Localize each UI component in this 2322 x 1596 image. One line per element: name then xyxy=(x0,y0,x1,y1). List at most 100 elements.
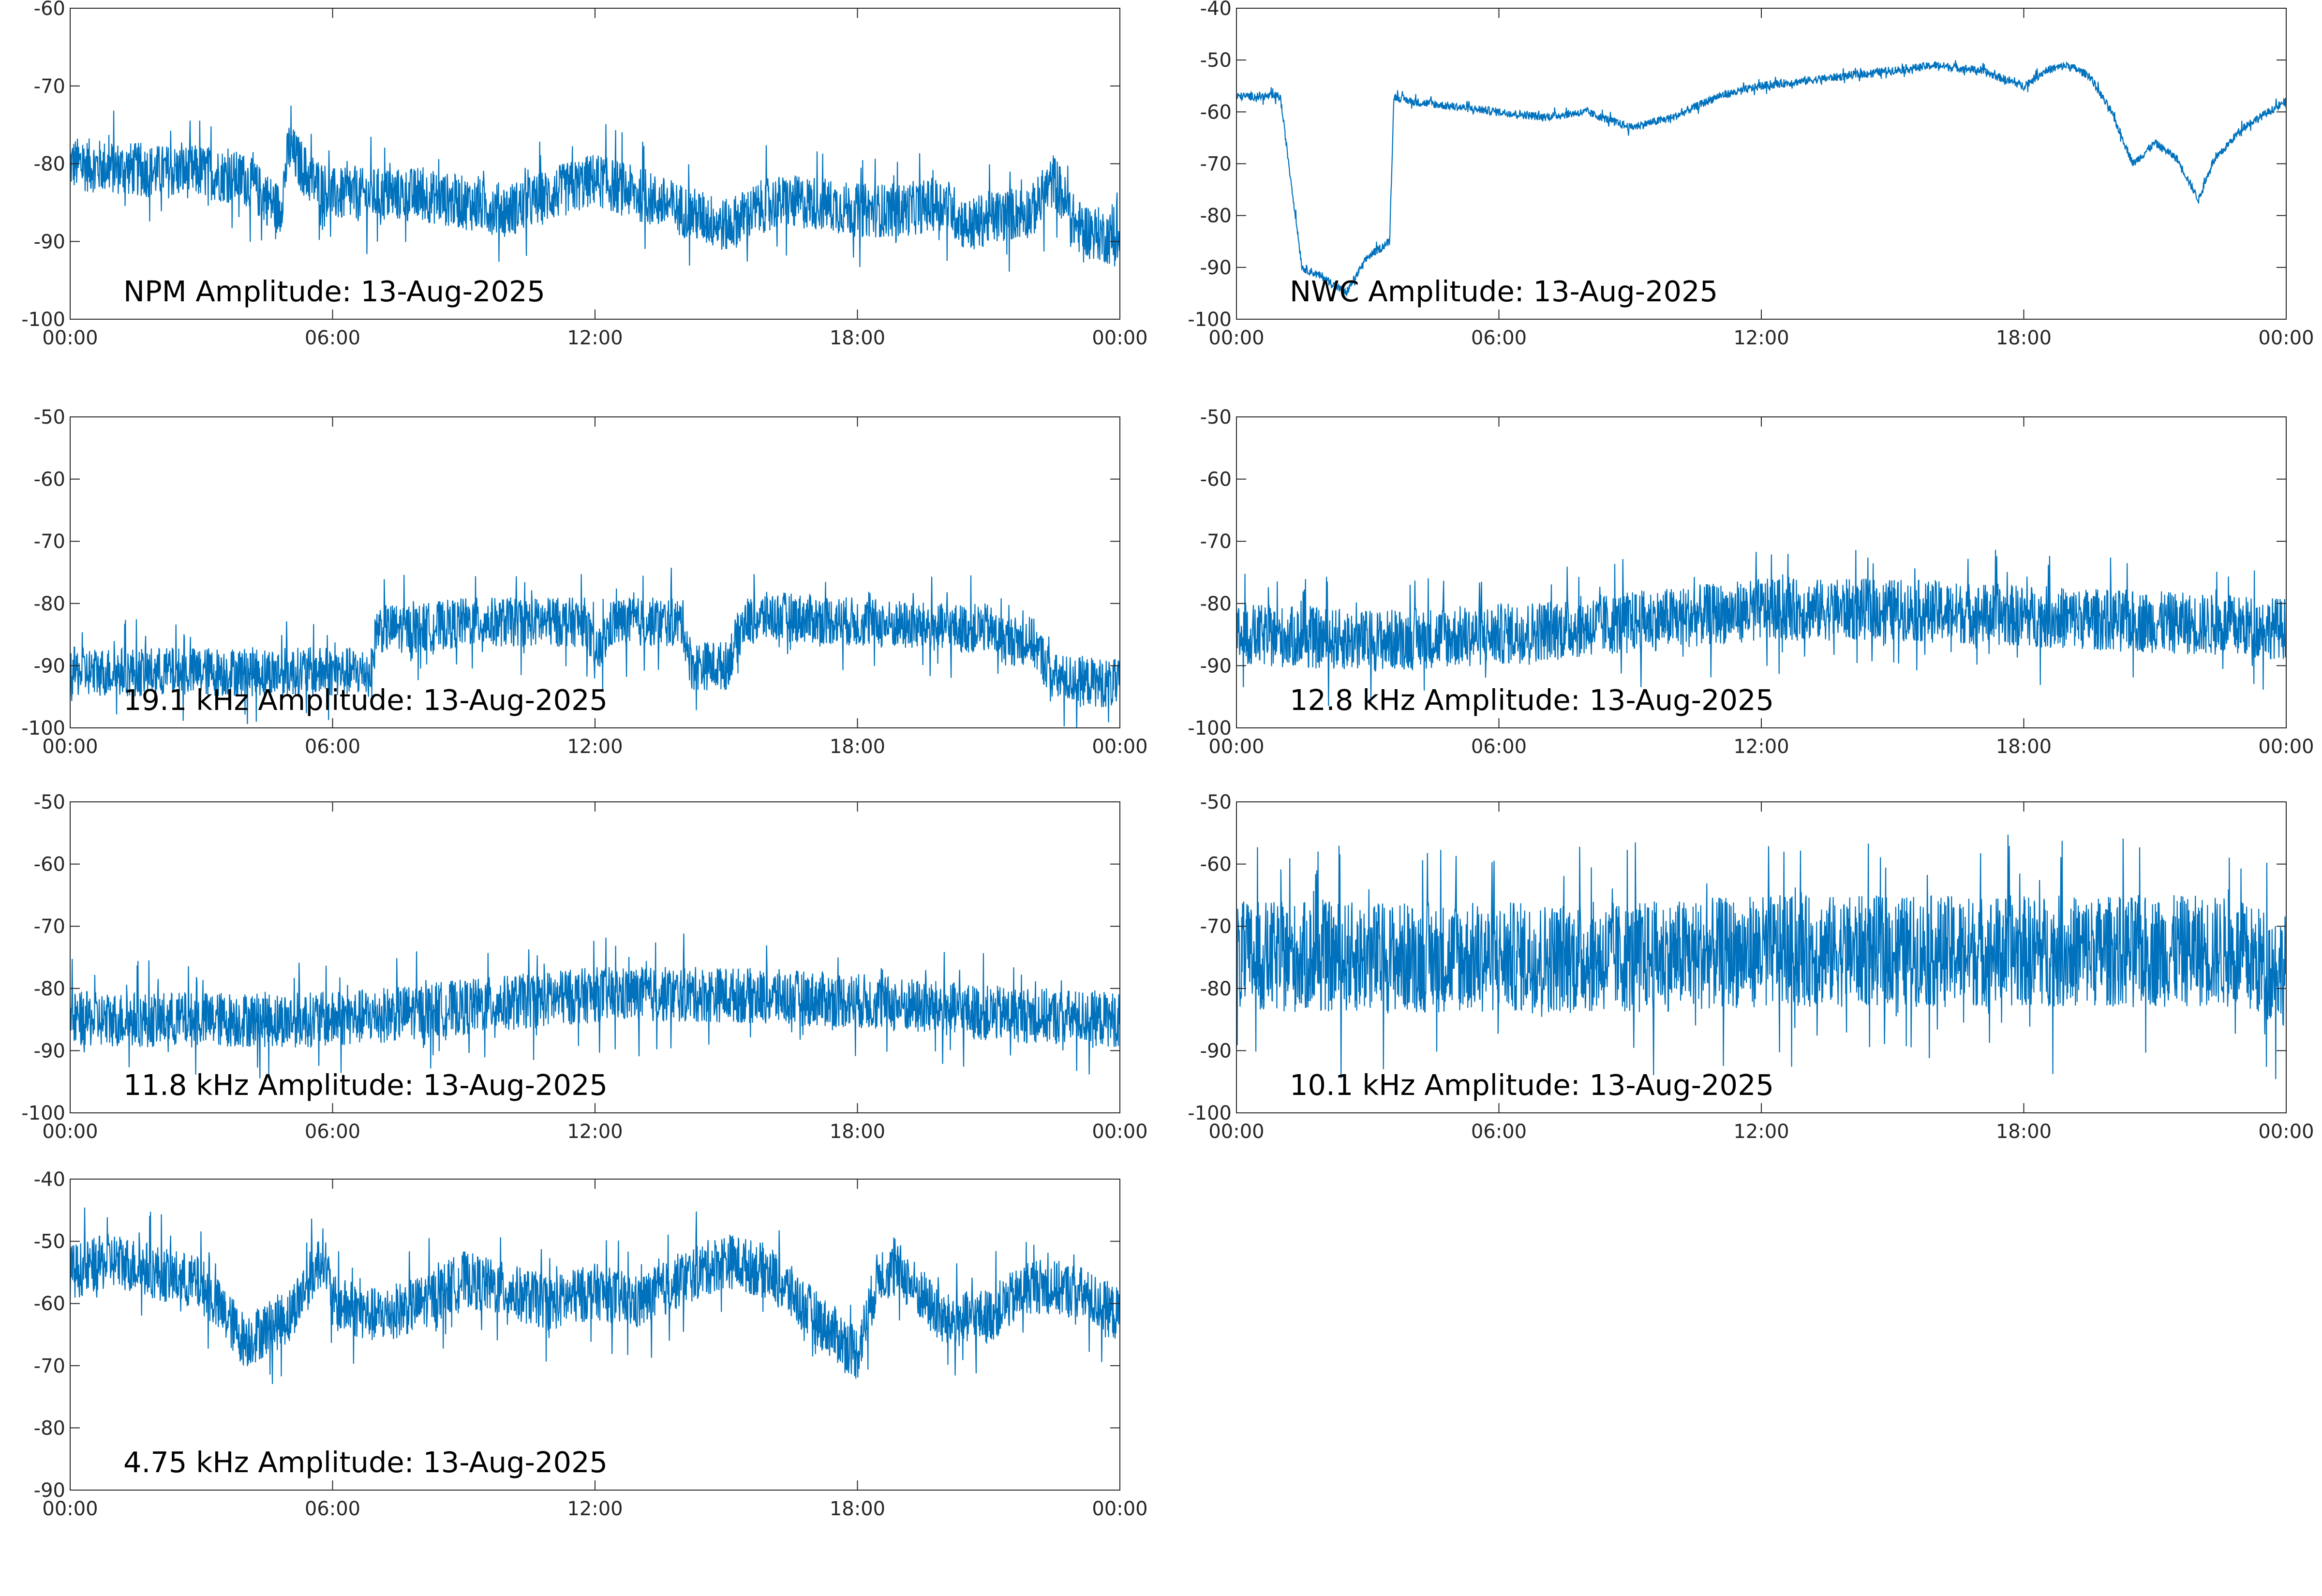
x-tick-label: 12:00 xyxy=(567,1121,623,1143)
y-tick-label: -60 xyxy=(1200,469,1232,491)
x-tick-label: 18:00 xyxy=(1996,736,2052,758)
panel-label: NPM Amplitude: 13-Aug-2025 xyxy=(123,275,545,308)
x-tick-label: 00:00 xyxy=(42,327,98,349)
x-tick-label: 12:00 xyxy=(1733,1121,1789,1143)
series-line xyxy=(1236,834,2286,1079)
chart-panel-2: 00:00 06:00 12:00 18:00 00:00 -40 -50 -60 -70 -80… xyxy=(1188,0,2314,349)
x-tick-label: 12:00 xyxy=(567,736,623,758)
x-tick-label: 00:00 xyxy=(1092,1121,1147,1143)
x-tick-label: 00:00 xyxy=(1092,736,1147,758)
axes-box xyxy=(70,801,1120,1113)
y-tick-label: -50 xyxy=(1200,49,1232,72)
y-tick-label: -60 xyxy=(1200,854,1232,876)
panel-label: NWC Amplitude: 13-Aug-2025 xyxy=(1290,275,1718,308)
x-tick-label: 06:00 xyxy=(1471,1121,1527,1143)
y-tick-label: -90 xyxy=(34,655,65,677)
axes-box xyxy=(1236,416,2287,728)
x-tick-label: 00:00 xyxy=(1092,1498,1147,1520)
y-tick-label: -80 xyxy=(34,978,65,1000)
x-tick-label: 18:00 xyxy=(830,736,885,758)
y-tick-label: -100 xyxy=(21,717,65,739)
y-tick-label: -70 xyxy=(1200,916,1232,938)
y-tick-label: -90 xyxy=(1200,655,1232,677)
y-tick-label: -40 xyxy=(1200,0,1232,20)
series-line xyxy=(1236,549,2286,706)
x-tick-label: 06:00 xyxy=(305,327,360,349)
x-tick-label: 06:00 xyxy=(305,1121,360,1143)
y-tick-label: -70 xyxy=(34,1355,65,1377)
y-tick-label: -60 xyxy=(34,469,65,491)
y-tick-label: -90 xyxy=(1200,1040,1232,1062)
x-tick-label: 06:00 xyxy=(1471,736,1527,758)
y-tick-label: -80 xyxy=(34,153,65,176)
panel-label: 19.1 kHz Amplitude: 13-Aug-2025 xyxy=(123,683,608,717)
series-line xyxy=(70,105,1120,272)
y-tick-label: -100 xyxy=(1188,1102,1232,1124)
x-tick-label: 00:00 xyxy=(2258,1121,2314,1143)
x-tick-label: 00:00 xyxy=(2258,736,2314,758)
x-tick-label: 00:00 xyxy=(42,736,98,758)
y-tick-label: -50 xyxy=(34,406,65,429)
y-tick-label: -100 xyxy=(1188,717,1232,739)
series-line xyxy=(70,1207,1120,1384)
chart-panel-4: 00:00 06:00 12:00 18:00 00:00 -50 -60 -70 -80 -90… xyxy=(1188,406,2314,758)
x-tick-label: 18:00 xyxy=(830,1121,885,1143)
x-tick-label: 18:00 xyxy=(830,1498,885,1520)
y-tick-label: -60 xyxy=(1200,101,1232,123)
x-tick-label: 00:00 xyxy=(1208,1121,1264,1143)
chart-panel-6: 00:00 06:00 12:00 18:00 00:00 -50 -60 -70 -80 -90… xyxy=(1188,791,2314,1143)
x-tick-label: 12:00 xyxy=(1733,327,1789,349)
y-tick-label: -80 xyxy=(34,593,65,615)
x-tick-label: 00:00 xyxy=(1208,736,1264,758)
chart-panel-3: 00:00 06:00 12:00 18:00 00:00 -50 -60 -70 -80 -90… xyxy=(21,406,1147,758)
x-tick-label: 00:00 xyxy=(1092,327,1147,349)
y-tick-label: -60 xyxy=(34,1293,65,1315)
x-tick-label: 18:00 xyxy=(830,327,885,349)
y-tick-label: -100 xyxy=(21,1102,65,1124)
axes-box xyxy=(1236,8,2287,320)
y-tick-label: -90 xyxy=(34,1040,65,1062)
y-tick-label: -80 xyxy=(1200,593,1232,615)
y-tick-label: -90 xyxy=(1200,257,1232,279)
y-tick-label: -60 xyxy=(34,854,65,876)
x-tick-label: 06:00 xyxy=(305,736,360,758)
x-tick-label: 00:00 xyxy=(42,1498,98,1520)
y-tick-label: -90 xyxy=(34,1479,65,1502)
y-tick-label: -50 xyxy=(1200,406,1232,429)
x-tick-label: 06:00 xyxy=(305,1498,360,1520)
y-tick-label: -100 xyxy=(1188,309,1232,331)
x-tick-label: 12:00 xyxy=(567,327,623,349)
panel-label: 12.8 kHz Amplitude: 13-Aug-2025 xyxy=(1290,683,1774,717)
x-tick-label: 12:00 xyxy=(567,1498,623,1520)
y-tick-label: -50 xyxy=(34,1231,65,1253)
y-tick-label: -100 xyxy=(21,309,65,331)
chart-panel-7: 00:00 06:00 12:00 18:00 00:00 -40 -50 -60 -70 -80… xyxy=(34,1168,1148,1520)
y-tick-label: -60 xyxy=(34,0,65,20)
series-line xyxy=(1236,60,2286,297)
x-tick-label: 12:00 xyxy=(1733,736,1789,758)
y-tick-label: -70 xyxy=(34,916,65,938)
panel-label: 11.8 kHz Amplitude: 13-Aug-2025 xyxy=(123,1068,608,1102)
y-tick-label: -80 xyxy=(1200,978,1232,1000)
series-line xyxy=(70,933,1120,1079)
x-tick-label: 00:00 xyxy=(2258,327,2314,349)
x-tick-label: 18:00 xyxy=(1996,1121,2052,1143)
panel-label: 10.1 kHz Amplitude: 13-Aug-2025 xyxy=(1290,1068,1774,1102)
y-tick-label: -50 xyxy=(1200,791,1232,813)
x-tick-label: 00:00 xyxy=(42,1121,98,1143)
x-tick-label: 00:00 xyxy=(1208,327,1264,349)
y-tick-label: -80 xyxy=(34,1417,65,1439)
series-line xyxy=(70,567,1120,728)
y-tick-label: -50 xyxy=(34,791,65,813)
y-tick-label: -70 xyxy=(1200,153,1232,176)
y-tick-label: -70 xyxy=(1200,531,1232,553)
chart-panel-5: 00:00 06:00 12:00 18:00 00:00 -50 -60 -70 -80 -90… xyxy=(21,791,1147,1143)
y-tick-label: -70 xyxy=(34,531,65,553)
panel-label: 4.75 kHz Amplitude: 13-Aug-2025 xyxy=(123,1446,608,1479)
x-tick-label: 18:00 xyxy=(1996,327,2052,349)
y-tick-label: -40 xyxy=(34,1168,65,1191)
y-tick-label: -90 xyxy=(34,231,65,253)
y-tick-label: -70 xyxy=(34,75,65,98)
y-tick-label: -80 xyxy=(1200,205,1232,227)
